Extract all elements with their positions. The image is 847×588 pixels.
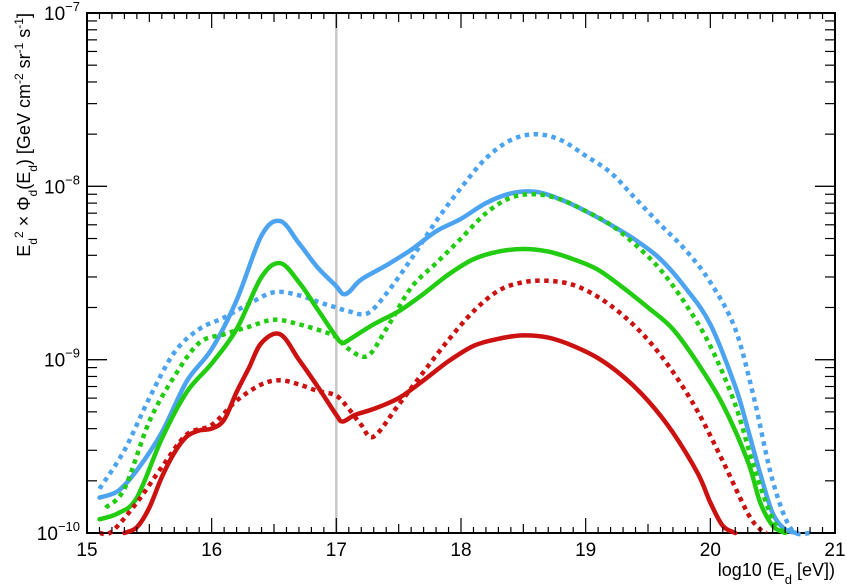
series-line-6-dotted — [99, 278, 768, 537]
x-axis-title-suffix: [eV]) — [792, 560, 835, 580]
y-tick-label-exponent: −8 — [65, 172, 80, 187]
y-axis-title-part: -1 — [12, 42, 26, 53]
y-tick-label-base: 10 — [37, 524, 58, 545]
x-tick-label: 17 — [326, 540, 347, 561]
plot-area — [86, 12, 836, 537]
y-axis-title-part: d — [26, 238, 40, 245]
y-axis-title-part: × Φ — [14, 196, 34, 231]
y-tick-label-exponent: −7 — [65, 0, 80, 14]
y-axis-title-part: d — [26, 190, 40, 197]
plot-frame — [86, 12, 836, 534]
y-tick-label-exponent: −10 — [58, 519, 80, 534]
x-tick-label: 15 — [76, 540, 97, 561]
y-tick-label-base: 10 — [44, 4, 65, 25]
series-line-1-solid — [97, 189, 800, 536]
series-layer — [97, 131, 811, 537]
y-axis-title-part: ) [GeV cm — [14, 84, 34, 165]
x-axis-title-prefix: log10 (E — [718, 560, 785, 580]
y-axis-title-part: d — [26, 165, 40, 172]
y-axis-title-part: -1 — [12, 18, 26, 29]
x-axis-title-sub: d — [785, 572, 792, 587]
y-axis-title-part: ] — [14, 13, 34, 18]
x-tick-label: 21 — [824, 540, 845, 561]
x-axis-title: log10 (Ed [eV]) — [718, 560, 835, 587]
y-tick-label-exponent: −9 — [65, 346, 80, 361]
y-tick-label: 10−10 — [37, 519, 80, 545]
y-tick-label: 10−7 — [44, 0, 80, 25]
y-tick-label: 10−8 — [44, 172, 80, 198]
y-axis-title-part: 2 — [12, 231, 26, 238]
y-axis-title: Ed2 × Φd(Ed) [GeV cm-2 sr-1 s-1] — [12, 13, 40, 257]
series-line-3-solid — [97, 246, 788, 536]
y-axis-title-part: sr — [14, 53, 34, 73]
x-tick-label: 20 — [700, 540, 721, 561]
y-axis-title-part: E — [14, 245, 34, 257]
y-axis-title-part: -2 — [12, 73, 26, 84]
series-line-4-dotted — [104, 191, 787, 535]
y-tick-label-base: 10 — [44, 351, 65, 372]
series-line-2-dotted — [97, 131, 811, 537]
x-tick-label: 19 — [575, 540, 596, 561]
x-tick-label: 18 — [450, 540, 471, 561]
y-tick-label-base: 10 — [44, 177, 65, 198]
y-tick-label: 10−9 — [44, 346, 80, 372]
x-tick-label: 16 — [201, 540, 222, 561]
y-axis-title-part: (E — [14, 172, 34, 190]
x-tick-labels: 15 16 17 18 19 20 21 — [76, 540, 845, 561]
tick-marks — [86, 12, 836, 534]
series-line-5-solid — [122, 331, 738, 536]
y-axis-title-part: s — [14, 29, 34, 43]
